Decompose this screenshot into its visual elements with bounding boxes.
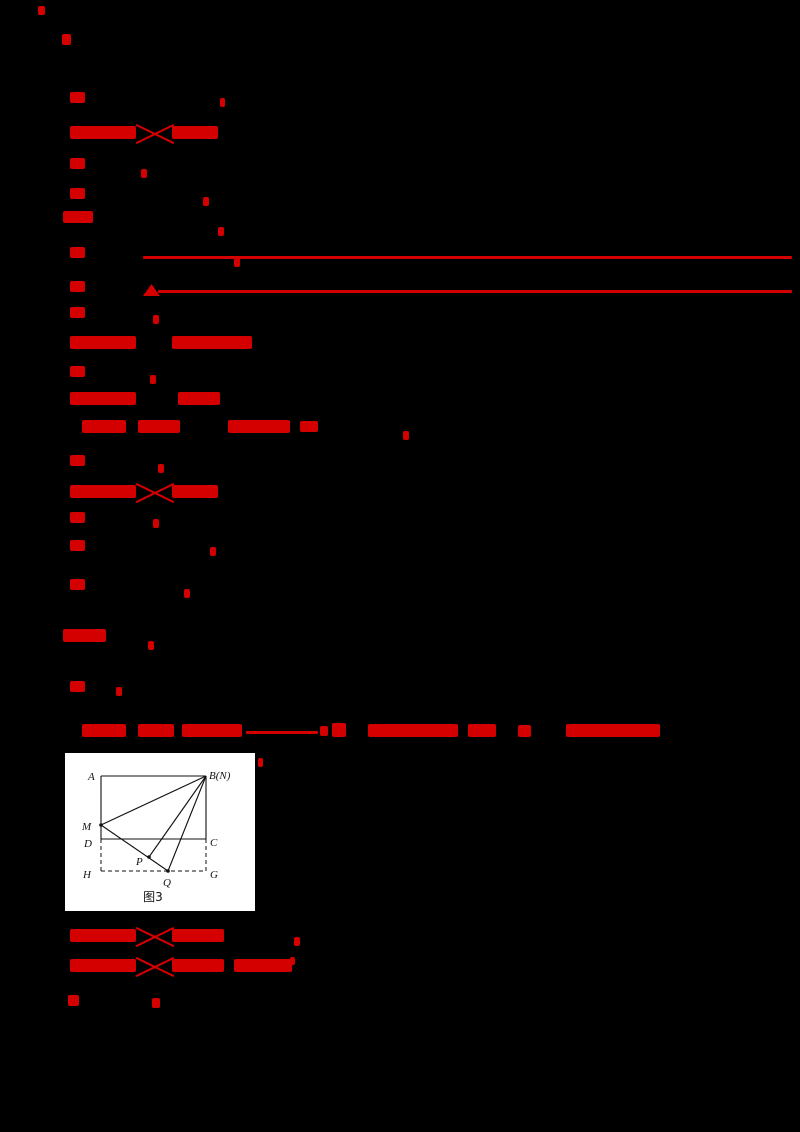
redacted-text-blob	[468, 724, 496, 737]
redacted-text-blob	[70, 929, 136, 942]
label-C: C	[210, 837, 218, 849]
redacted-text-dot	[320, 726, 328, 736]
label-B: B(N)	[209, 770, 231, 782]
redacted-text-blob	[178, 392, 220, 405]
redacted-text-blob	[332, 723, 346, 737]
redacted-text-blob	[70, 579, 85, 590]
redacted-text-blob	[70, 92, 85, 103]
redacted-text-line	[143, 256, 792, 259]
redacted-text-dot	[148, 641, 154, 650]
redacted-text-blob	[70, 540, 85, 551]
redacted-text-blob	[70, 336, 136, 349]
redacted-text-x	[134, 953, 176, 979]
redacted-text-dot	[141, 169, 147, 178]
redacted-text-blob	[518, 725, 531, 737]
redacted-text-blob	[138, 724, 174, 737]
redacted-text-blob	[70, 455, 85, 466]
label-G: G	[210, 869, 218, 881]
label-H: H	[82, 869, 92, 881]
point-P	[147, 855, 151, 859]
geometry-diagram: A B(N) M D C H P Q G 图3	[81, 770, 231, 904]
redacted-text-blob	[182, 724, 242, 737]
point-M	[99, 823, 103, 827]
redacted-text-blob	[172, 126, 218, 139]
redacted-text-dot	[62, 34, 71, 45]
redacted-text-blob	[70, 281, 85, 292]
redacted-text-dot	[150, 375, 156, 384]
redacted-text-dot	[152, 998, 160, 1008]
redacted-text-dot	[153, 315, 159, 324]
redacted-text-blob	[172, 336, 252, 349]
redacted-text-blob	[300, 421, 318, 432]
redacted-text-dot	[258, 758, 263, 767]
redacted-text-x	[134, 479, 176, 505]
redacted-text-blob	[70, 307, 85, 318]
redacted-text-dot	[403, 431, 409, 440]
redacted-text-dot	[38, 6, 45, 15]
redacted-text-blob	[368, 724, 458, 737]
redacted-text-blob	[172, 959, 224, 972]
redacted-text-x	[134, 120, 176, 146]
redacted-text-blob	[70, 126, 136, 139]
redacted-text-blob	[138, 420, 180, 433]
redacted-text-blob	[70, 158, 85, 169]
point-Q	[166, 869, 170, 873]
redacted-text-dot	[158, 464, 164, 473]
redacted-text-blob	[172, 485, 218, 498]
redacted-text-dot	[203, 197, 209, 206]
redacted-text-blob	[70, 366, 85, 377]
redacted-text-blob	[234, 959, 292, 972]
redacted-text-x	[134, 923, 176, 949]
redacted-text-dot	[290, 957, 295, 965]
redacted-text-dot	[116, 687, 122, 696]
redacted-text-blob	[70, 959, 136, 972]
redacted-text-blob	[68, 995, 79, 1006]
redacted-text-blob	[70, 512, 85, 523]
redacted-text-line	[158, 290, 792, 293]
redacted-text-blob	[70, 188, 85, 199]
label-A: A	[87, 771, 95, 783]
redacted-text-blob	[82, 420, 126, 433]
label-P: P	[135, 856, 143, 868]
redacted-text-blob	[566, 724, 660, 737]
redacted-text-blob	[70, 392, 136, 405]
redacted-text-dot	[210, 547, 216, 556]
redacted-text-dot	[220, 98, 225, 107]
redacted-text-dot	[184, 589, 190, 598]
redacted-text-blob	[172, 929, 224, 942]
redacted-text-blob	[63, 629, 106, 642]
redacted-text-blob	[228, 420, 290, 433]
redacted-text-blob	[82, 724, 126, 737]
redacted-text-line	[246, 731, 318, 734]
figure-3: A B(N) M D C H P Q G 图3	[65, 753, 255, 911]
redacted-text-blob	[70, 681, 85, 692]
redacted-text-blob	[63, 211, 93, 223]
redacted-text-blob	[70, 247, 85, 258]
label-M: M	[81, 821, 92, 833]
redacted-text-blob	[70, 485, 136, 498]
redacted-text-dot	[153, 519, 159, 528]
label-D: D	[83, 838, 92, 850]
redacted-text-dot	[218, 227, 224, 236]
figure-caption: 图3	[143, 890, 163, 904]
redacted-text-dot	[234, 258, 240, 267]
label-Q: Q	[163, 877, 171, 889]
redacted-text-dot	[294, 937, 300, 946]
